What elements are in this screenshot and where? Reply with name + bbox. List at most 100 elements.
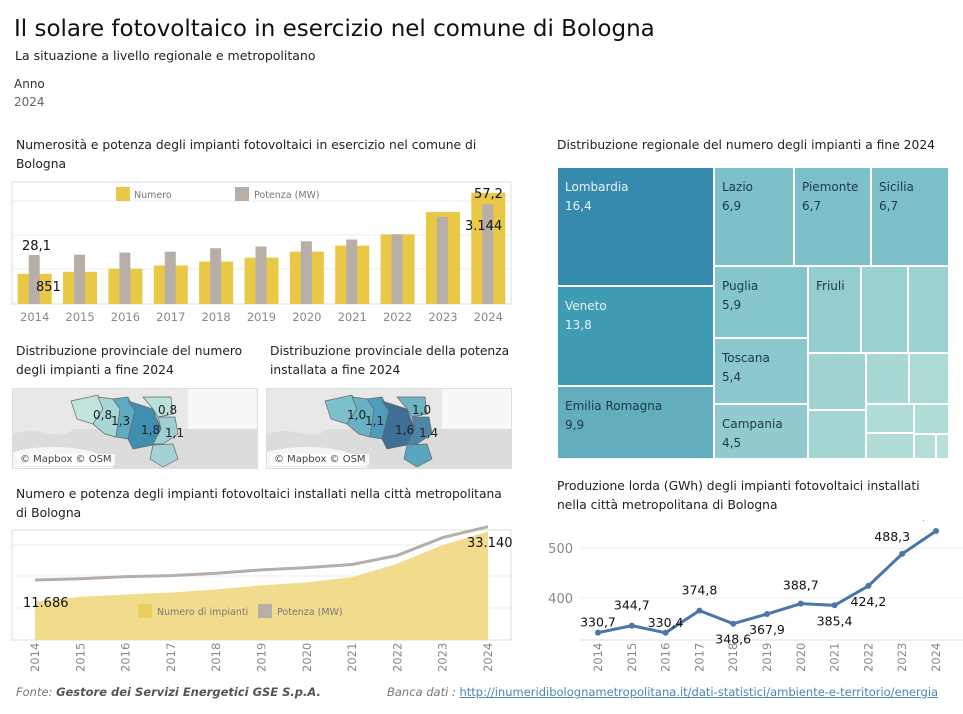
treemap-cell[interactable] (861, 266, 908, 353)
province-shape (142, 396, 174, 418)
province-label: 1,3 (111, 414, 130, 428)
x-tick-label: 2018 (726, 643, 740, 672)
cell-value: 6,7 (879, 199, 899, 213)
treemap-cell-lazio[interactable]: Lazio 6,9 (714, 167, 794, 266)
x-tick-label: 2019 (255, 643, 269, 672)
province-label: 0,8 (158, 403, 177, 417)
bar-potenza (346, 239, 358, 304)
bar-potenza (255, 246, 267, 304)
treemap-cell[interactable] (808, 353, 866, 410)
comune-chart-title: Numerosità e potenza degli impianti foto… (16, 138, 477, 171)
comune-bar-chart: 2014 2015 2016 2017 2018 2019 2020 2021 2022 2023… (11, 181, 512, 324)
province-label: 1,0 (347, 408, 366, 422)
legend-swatch-numero (116, 187, 130, 201)
treemap-cell[interactable] (909, 353, 949, 404)
treemap-cell-toscana[interactable]: Toscana 5,4 (714, 338, 808, 404)
x-tick-label: 2024 (481, 643, 495, 672)
treemap-cell-lombardia[interactable]: Lombardia 16,4 (557, 167, 714, 286)
treemap-cell[interactable] (908, 266, 949, 353)
data-point (865, 582, 872, 589)
treemap-cell-veneto[interactable]: Veneto 13,8 (557, 286, 714, 386)
data-point (595, 629, 601, 636)
cell-value: 9,9 (565, 418, 585, 432)
province-shape (381, 400, 416, 450)
treemap-cell-puglia[interactable]: Puglia 5,9 (714, 266, 808, 338)
data-label: 33.140 (467, 536, 513, 551)
x-tick-label: 2014 (591, 643, 605, 672)
x-tick-label: 2016 (111, 310, 140, 324)
line-chart-title: Produzione lorda (GWh) degli impianti fo… (557, 479, 920, 512)
treemap-cell-sicilia[interactable]: Sicilia 6,7 (871, 167, 949, 266)
treemap-cell[interactable] (936, 434, 949, 459)
x-tick-label: 2016 (119, 643, 133, 672)
cell-name: Lazio (722, 180, 754, 194)
data-label: 330,4 (648, 615, 684, 630)
treemap-cell[interactable] (866, 433, 914, 459)
data-label: 385,4 (817, 613, 853, 628)
treemap-cell-campania[interactable]: Campania 4,5 (714, 404, 808, 459)
legend-label-numero: Numero di impianti (157, 607, 248, 618)
x-tick-label: 2014 (20, 310, 49, 324)
treemap-cell-friuli[interactable]: Friuli (808, 266, 861, 353)
x-tick-label: 2018 (201, 310, 230, 324)
data-point (831, 602, 838, 609)
x-tick-label: 2015 (65, 310, 94, 324)
cell-name: Veneto (565, 299, 607, 313)
x-tick-label: 2024 (929, 643, 943, 672)
map-potenza-title: Distribuzione provinciale della potenza … (270, 344, 510, 377)
data-label: 374,8 (682, 583, 718, 598)
database-link[interactable]: http://inumeridibolognametropolitana.it/… (459, 685, 939, 699)
bar-potenza (28, 255, 40, 304)
treemap-cell[interactable] (914, 404, 949, 434)
x-tick-label: 2021 (828, 643, 842, 672)
x-tick-label: 2017 (164, 643, 178, 672)
x-tick-label: 2020 (794, 643, 808, 672)
treemap-cell[interactable] (808, 410, 866, 459)
map-credit: © Mapbox © OSM (271, 454, 369, 465)
x-tick-label: 2023 (428, 310, 457, 324)
treemap-cell[interactable] (866, 404, 914, 433)
province-shape (127, 400, 162, 450)
province-shape (403, 443, 433, 468)
x-tick-label: 2020 (300, 643, 314, 672)
data-label: 424,2 (851, 594, 887, 609)
cell-value: 6,7 (802, 199, 822, 213)
data-label: 388,7 (783, 578, 819, 593)
province-shape (152, 416, 179, 445)
data-point (730, 620, 737, 627)
province-label: 1,6 (395, 423, 414, 437)
footer-source: Fonte: Gestore dei Servizi Energetici GS… (16, 685, 321, 699)
legend-label-numero: Numero (134, 190, 172, 201)
source-name: Gestore dei Servizi Energetici GSE S.p.A… (56, 685, 321, 699)
data-point (628, 622, 635, 629)
data-point (797, 600, 804, 607)
cell-value: 16,4 (565, 199, 592, 213)
year-filter-value[interactable]: 2024 (14, 95, 45, 109)
data-label: 851 (36, 280, 61, 295)
x-tick-label: 2022 (383, 310, 412, 324)
metro-area-chart: 2014 2015 2016 2017 2018 2019 2020 2021 2022 2023… (11, 525, 513, 672)
treemap-cell[interactable] (914, 434, 936, 459)
data-point (933, 528, 939, 534)
production-line-chart: 400 500 330,7 2014 344,7 2015 330,4 2016 374,8 20… (548, 520, 963, 672)
treemap-cell[interactable] (866, 353, 909, 404)
bar-potenza (482, 204, 494, 304)
treemap-cell-piemonte[interactable]: Piemonte 6,7 (794, 167, 871, 266)
x-tick-label: 2021 (338, 310, 367, 324)
page-title: Il solare fotovoltaico in esercizio nel … (14, 16, 655, 42)
sea (188, 389, 257, 429)
data-label: 11.686 (23, 596, 69, 611)
bar-potenza (210, 248, 222, 304)
cell-value: 4,5 (722, 436, 742, 450)
cell-name: Puglia (722, 279, 759, 293)
map-numero[interactable]: 0,8 1,3 1,8 0,8 1,1 © Mapbox © OSM (12, 388, 258, 469)
map-potenza[interactable]: 1,0 1,1 1,6 1,0 1,4 © Mapbox © OSM (266, 388, 512, 469)
footer-database: Banca dati : http://inumeridibolognametr… (387, 685, 938, 699)
bar-potenza (74, 254, 86, 304)
legend-swatch-potenza (258, 604, 272, 618)
data-label: 348,6 (715, 632, 751, 647)
legend-swatch-potenza (235, 187, 249, 201)
database-label: Banca dati : (387, 685, 456, 699)
treemap-cell-emilia-romagna[interactable]: Emilia Romagna 9,9 (557, 386, 714, 459)
province-label: 1,0 (412, 403, 431, 417)
